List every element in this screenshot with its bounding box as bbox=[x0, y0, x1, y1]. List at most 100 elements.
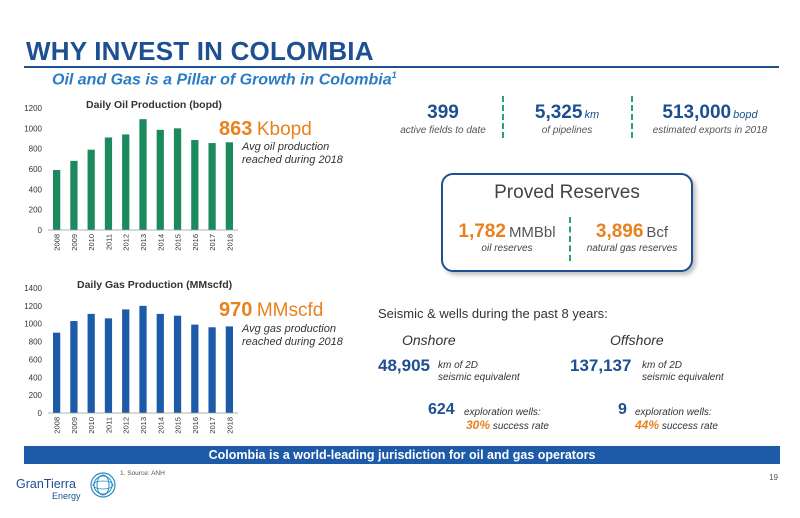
offshore-wells-desc: exploration wells: 44% success rate bbox=[635, 407, 718, 432]
gas-y-tick-label: 1400 bbox=[24, 284, 42, 293]
footnote-marker: 1 bbox=[391, 70, 397, 80]
oil-x-tick-label: 2011 bbox=[104, 234, 113, 250]
offshore-km-value: 137,137 bbox=[570, 356, 632, 375]
stat-value: 5,325 bbox=[534, 102, 583, 123]
page-subtitle: Oil and Gas is a Pillar of Growth in Col… bbox=[52, 70, 397, 89]
oil-reserves: 1,782 MMBbl oil reserves bbox=[449, 221, 565, 254]
gas-bar bbox=[139, 305, 147, 413]
oil-y-tick-label: 1000 bbox=[24, 124, 42, 133]
gas-reserves-value: 3,896 bbox=[595, 221, 644, 242]
gas-y-tick-label: 400 bbox=[29, 373, 43, 382]
oil-y-tick-label: 800 bbox=[29, 145, 43, 154]
gas-x-tick-label: 2018 bbox=[225, 417, 234, 434]
gas-y-tick-label: 600 bbox=[29, 355, 43, 364]
oil-bar bbox=[70, 160, 78, 230]
gas-x-tick-label: 2017 bbox=[208, 417, 217, 434]
oil-x-tick-label: 2013 bbox=[139, 234, 148, 251]
oil-callout-unit: Kbopd bbox=[256, 119, 312, 140]
stat-divider bbox=[631, 96, 633, 138]
gas-x-tick-label: 2014 bbox=[156, 417, 165, 434]
stat-value: 513,000 bbox=[662, 102, 732, 123]
onshore-wells-value: 624 bbox=[428, 401, 455, 418]
oil-y-tick-label: 1200 bbox=[24, 104, 42, 113]
offshore-heading: Offshore bbox=[610, 332, 664, 348]
oil-production-chart: Daily Oil Production (bopd) 0 200 400 600 800… bbox=[24, 99, 238, 251]
oil-bar bbox=[104, 137, 113, 230]
oil-x-tick-label: 2010 bbox=[87, 234, 96, 251]
company-logo-icon bbox=[90, 472, 116, 498]
gas-x-tick-label: 2015 bbox=[174, 417, 183, 434]
gas-y-tick-label: 800 bbox=[29, 338, 43, 347]
gas-bar bbox=[53, 332, 61, 413]
oil-bar bbox=[191, 140, 199, 230]
gas-x-tick-label: 2012 bbox=[122, 417, 131, 434]
gas-y-tick-label: 200 bbox=[29, 391, 43, 400]
gas-x-tick-label: 2011 bbox=[104, 417, 113, 433]
gas-production-chart: Daily Gas Production (MMscfd) 0 200 400 600 8… bbox=[24, 279, 238, 434]
gas-bar bbox=[191, 324, 199, 413]
gas-x-tick-label: 2010 bbox=[87, 417, 96, 434]
oil-bar bbox=[53, 170, 61, 230]
onshore-wells-desc: exploration wells: 30% success rate bbox=[464, 407, 549, 432]
oil-chart-title: Daily Oil Production (bopd) bbox=[86, 99, 222, 111]
gas-callout-value: 970 bbox=[219, 299, 253, 321]
oil-bar bbox=[173, 128, 182, 230]
oil-y-tick-label: 400 bbox=[29, 185, 43, 194]
oil-x-tick-label: 2008 bbox=[53, 234, 62, 251]
oil-x-tick-label: 2016 bbox=[191, 234, 200, 251]
reserves-title: Proved Reserves bbox=[494, 182, 640, 203]
gas-x-tick-label: 2008 bbox=[53, 417, 62, 434]
stat-desc: estimated exports in 2018 bbox=[652, 125, 768, 136]
oil-callout-value: 863 bbox=[219, 118, 253, 140]
gas-callout-note: Avg gas production reached during 2018 bbox=[242, 323, 343, 348]
oil-reserves-unit: MMBbl bbox=[508, 224, 556, 241]
oil-x-tick-label: 2017 bbox=[208, 234, 217, 251]
title-underline bbox=[24, 66, 779, 68]
oil-x-tick-label: 2014 bbox=[156, 234, 165, 251]
stat-exports: 513,000 bopd estimated exports in 2018 bbox=[640, 102, 780, 136]
onshore-km-value: 48,905 bbox=[378, 356, 430, 375]
oil-x-tick-label: 2018 bbox=[225, 234, 234, 251]
oil-y-tick-label: 600 bbox=[29, 165, 43, 174]
stat-unit: bopd bbox=[733, 109, 758, 121]
oil-bar bbox=[208, 143, 216, 230]
oil-x-tick-label: 2012 bbox=[122, 234, 131, 251]
stat-divider bbox=[502, 96, 504, 138]
company-logo-name: GranTierra bbox=[16, 477, 76, 491]
oil-bar bbox=[156, 129, 164, 230]
gas-callout: 970 MMscfd bbox=[219, 299, 323, 322]
gas-x-tick-label: 2013 bbox=[139, 417, 148, 434]
offshore-km-desc: km of 2D seismic equivalent bbox=[642, 360, 724, 383]
stat-desc: active fields to date bbox=[400, 125, 486, 136]
gas-bar bbox=[104, 318, 113, 413]
oil-bar bbox=[87, 149, 95, 230]
oil-x-tick-label: 2009 bbox=[70, 234, 79, 251]
gas-chart-title: Daily Gas Production (MMscfd) bbox=[77, 279, 232, 291]
stat-unit: km bbox=[584, 109, 600, 121]
gas-bar bbox=[122, 309, 130, 413]
oil-callout: 863 Kbopd bbox=[219, 118, 312, 141]
oil-bar bbox=[139, 119, 147, 230]
onshore-heading: Onshore bbox=[402, 332, 456, 348]
stat-active-fields: 399 active fields to date bbox=[388, 102, 498, 136]
gas-bar bbox=[173, 315, 182, 413]
gas-bar bbox=[208, 327, 216, 413]
page-title: WHY INVEST IN COLOMBIA bbox=[26, 36, 374, 66]
gas-reserves-unit: Bcf bbox=[646, 224, 669, 241]
company-logo-sub: Energy bbox=[52, 491, 81, 501]
gas-y-tick-label: 1000 bbox=[24, 320, 42, 329]
onshore-km-desc: km of 2D seismic equivalent bbox=[438, 360, 520, 383]
gas-bar bbox=[225, 326, 233, 413]
stat-value: 399 bbox=[427, 102, 459, 123]
seismic-heading: Seismic & wells during the past 8 years: bbox=[378, 306, 608, 321]
gas-reserves: 3,896 Bcf natural gas reserves bbox=[575, 221, 689, 254]
gas-callout-unit: MMscfd bbox=[256, 300, 324, 321]
stat-pipelines: 5,325 km of pipelines bbox=[512, 102, 622, 136]
gas-y-tick-label: 0 bbox=[38, 409, 43, 418]
onshore-success-pct: 30% bbox=[466, 418, 491, 432]
reserves-divider bbox=[569, 217, 571, 261]
oil-reserves-value: 1,782 bbox=[458, 221, 506, 242]
gas-x-tick-label: 2016 bbox=[191, 417, 200, 434]
oil-bar bbox=[225, 142, 233, 230]
gas-x-tick-label: 2009 bbox=[70, 417, 79, 434]
